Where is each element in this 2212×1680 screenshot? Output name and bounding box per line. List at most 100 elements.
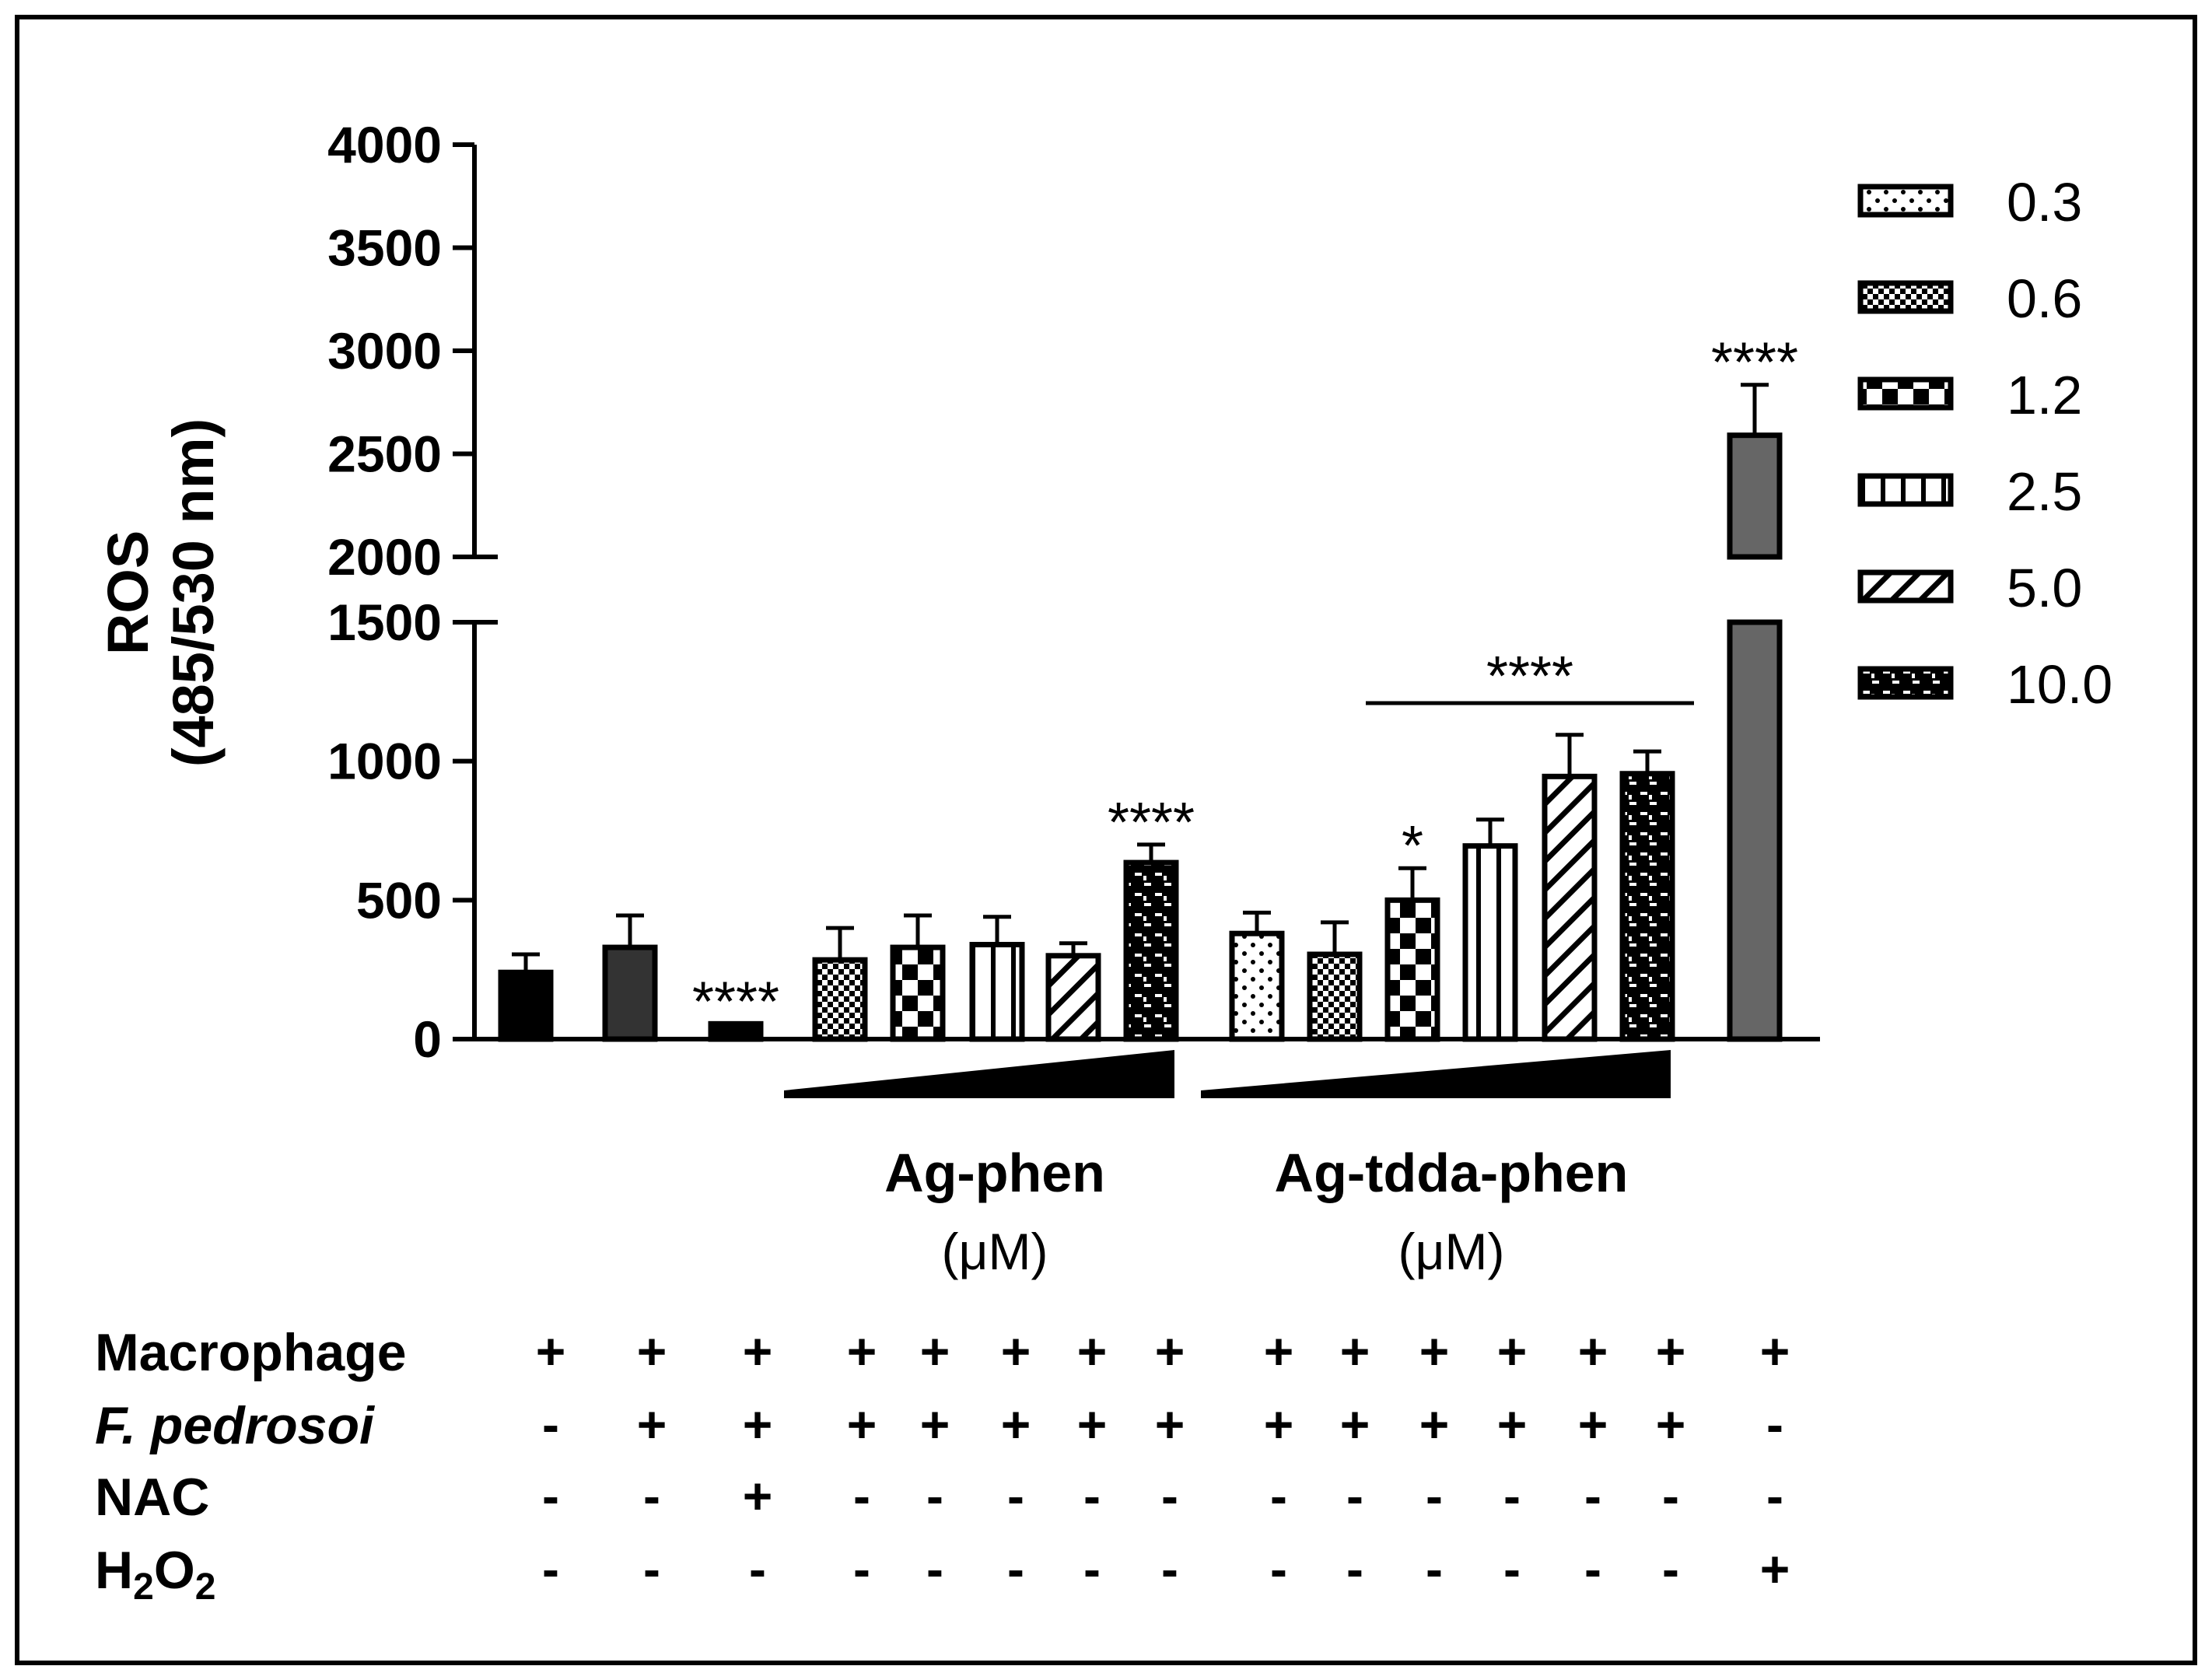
treatment-sign: + (1760, 1540, 1790, 1598)
treatment-sign: - (1766, 1467, 1783, 1524)
treatment-sign: - (1426, 1467, 1443, 1524)
treatment-sign: + (1155, 1395, 1185, 1453)
treatment-sign: + (1340, 1322, 1370, 1380)
treatment-sign: + (743, 1395, 773, 1453)
bar (1045, 953, 1101, 1042)
row-label: F. pedrosoi (95, 1396, 376, 1455)
treatment-sign: + (847, 1322, 877, 1380)
legend-swatch (1857, 184, 1954, 218)
treatment-sign: - (1270, 1540, 1287, 1598)
treatment-sign: - (643, 1540, 660, 1598)
row-label-part: O (154, 1541, 195, 1600)
axes: 0 500 1000 1500 2000 2500 3000 3500 4000 ROS (485/… (96, 116, 1820, 1068)
treatment-sign: + (1077, 1322, 1108, 1380)
y-axis-title: ROS (485/530 nm) (96, 418, 226, 767)
treatment-sign: - (1584, 1540, 1601, 1598)
row-label-subscript: 2 (195, 1566, 216, 1608)
legend-label: 10.0 (2007, 654, 2112, 715)
treatment-sign: + (637, 1322, 667, 1380)
bracket-significance-label: **** (1486, 646, 1573, 708)
legend-swatch (1857, 473, 1954, 507)
treatment-sign: - (542, 1540, 559, 1598)
treatment-sign: - (1662, 1540, 1679, 1598)
y-tick-label: 3500 (327, 219, 442, 277)
legend-label: 0.6 (2007, 268, 2082, 329)
significance-label: * (1402, 815, 1423, 877)
bar (1229, 930, 1285, 1042)
treatment-sign: - (926, 1467, 943, 1524)
treatment-sign: - (1584, 1467, 1601, 1524)
y-tick-label: 0 (413, 1010, 442, 1068)
treatment-sign: - (1426, 1540, 1443, 1598)
treatment-sign: - (1503, 1540, 1521, 1598)
treatment-sign: + (920, 1395, 950, 1453)
treatment-sign: - (1161, 1540, 1178, 1598)
treatment-sign: + (1264, 1322, 1294, 1380)
y-tick-label: 1000 (327, 733, 442, 790)
legend-swatch (1857, 569, 1954, 604)
treatment-sign: + (1419, 1322, 1450, 1380)
treatment-sign: - (1007, 1467, 1024, 1524)
treatment-sign: + (1340, 1395, 1370, 1453)
legend-label: 1.2 (2007, 365, 2082, 425)
legend-label: 2.5 (2007, 461, 2082, 522)
row-label: H2O2 (95, 1541, 215, 1608)
treatment-sign: + (1578, 1322, 1608, 1380)
bar (1307, 951, 1363, 1042)
treatment-sign: + (1578, 1395, 1608, 1453)
legend-label: 0.3 (2007, 172, 2082, 233)
row-label: NAC (95, 1468, 209, 1527)
treatment-table: Macrophage + + + + + + + + + + + + + + +F. pedrosoi - + + +… (95, 1322, 1790, 1608)
labels: Ag-phen (μM) Ag-tdda-phen (μM) (784, 1050, 1671, 1280)
bar (1542, 773, 1598, 1042)
treatment-sign: - (1346, 1540, 1363, 1598)
treatment-sign: + (1001, 1322, 1031, 1380)
bar (1619, 771, 1675, 1042)
treatment-sign: - (853, 1467, 870, 1524)
treatment-sign: - (1270, 1467, 1287, 1524)
y-tick-label: 1500 (327, 593, 442, 651)
treatment-sign: + (536, 1322, 566, 1380)
row-label-part: H (95, 1541, 133, 1600)
treatment-sign: - (1007, 1540, 1024, 1598)
figure-border (15, 15, 2197, 1665)
treatment-sign: - (1083, 1540, 1101, 1598)
y-axis-label: ROS (96, 530, 160, 655)
bar (1462, 843, 1518, 1042)
treatment-sign: - (926, 1540, 943, 1598)
y-tick-label: 2000 (327, 528, 442, 586)
group-name: Ag-phen (884, 1143, 1105, 1203)
legend-label: 5.0 (2007, 558, 2082, 618)
treatment-sign: - (542, 1395, 559, 1453)
legend-swatch (1857, 280, 1954, 314)
y-tick-label: 500 (356, 871, 442, 929)
bar (498, 969, 554, 1042)
treatment-sign: - (542, 1467, 559, 1524)
treatment-sign: - (643, 1467, 660, 1524)
treatment-sign: + (1656, 1322, 1686, 1380)
y-tick-label: 2500 (327, 425, 442, 483)
treatment-sign: - (1083, 1467, 1101, 1524)
group-name: Ag-tdda-phen (1275, 1143, 1629, 1203)
treatment-sign: + (743, 1467, 773, 1524)
significance-label: **** (1711, 332, 1798, 394)
treatment-sign: - (1662, 1467, 1679, 1524)
bar (812, 957, 868, 1042)
y-tick-label: 4000 (327, 116, 442, 173)
bar (890, 944, 946, 1042)
bar (1123, 859, 1179, 1042)
treatment-sign: + (1656, 1395, 1686, 1453)
treatment-sign: + (1077, 1395, 1108, 1453)
bar (969, 942, 1025, 1042)
significance-label: **** (1108, 792, 1195, 854)
treatment-sign: + (847, 1395, 877, 1453)
treatment-sign: + (1155, 1322, 1185, 1380)
legend-swatch (1857, 666, 1954, 700)
treatment-sign: - (1161, 1467, 1178, 1524)
concentration-wedge (784, 1050, 1174, 1098)
bar-upper-segment (1727, 432, 1783, 560)
group-unit: (μM) (1398, 1223, 1505, 1280)
bar (708, 1020, 764, 1042)
treatment-sign: - (1766, 1395, 1783, 1453)
